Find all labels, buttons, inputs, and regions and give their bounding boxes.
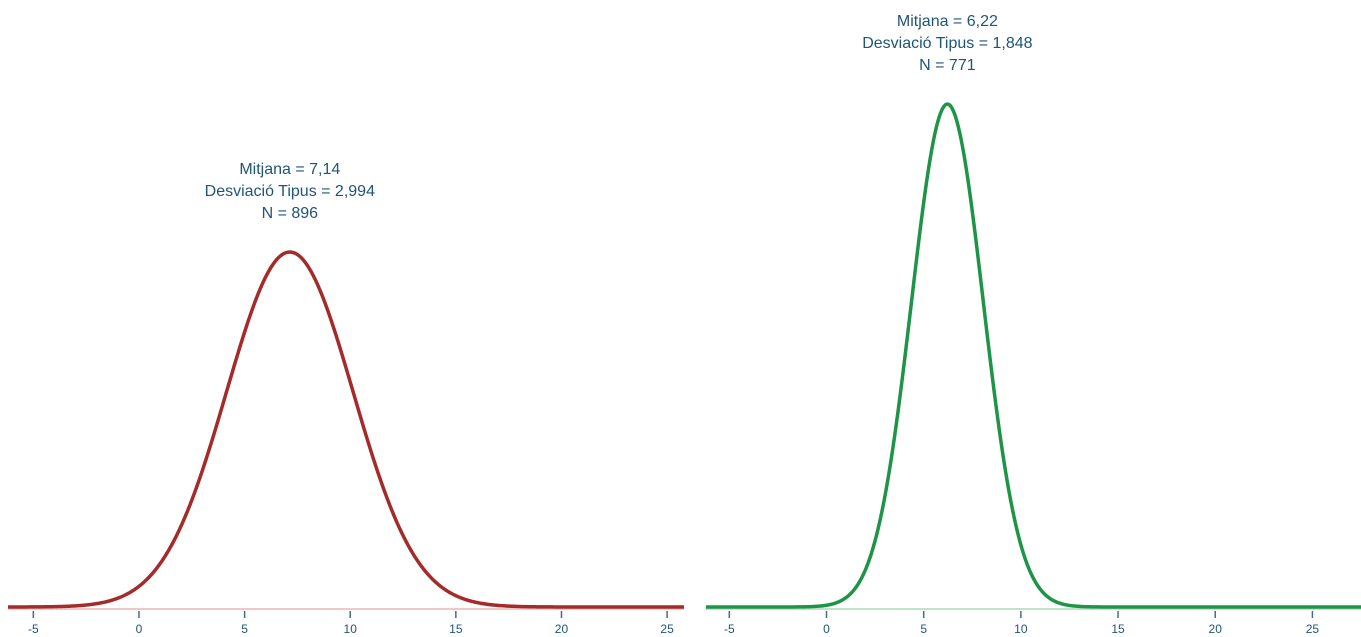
right-x-ticks: -5 0 5 10 15 20 25 <box>724 611 1319 636</box>
right-density-curve <box>706 102 1361 609</box>
right-tick-label-6: 25 <box>1306 622 1320 636</box>
right-tick-label-1: 0 <box>823 622 830 636</box>
right-sd-label: Desviació Tipus = 1,848 <box>862 35 1032 52</box>
chart-left: -5 0 5 10 15 20 25 Mitjana = 7,14 Desviació Ti… <box>8 161 684 636</box>
left-tick-label-5: 20 <box>555 622 569 636</box>
right-tick-label-0: -5 <box>724 622 735 636</box>
left-tick-label-4: 15 <box>449 622 463 636</box>
left-tick-label-2: 5 <box>241 622 248 636</box>
left-mean-label: Mitjana = 7,14 <box>239 161 340 178</box>
left-sd-label: Desviació Tipus = 2,994 <box>205 183 375 200</box>
left-tick-label-0: -5 <box>28 622 39 636</box>
left-x-ticks: -5 0 5 10 15 20 25 <box>28 611 674 636</box>
left-n-label: N = 896 <box>262 205 319 222</box>
chart-right: -5 0 5 10 15 20 25 Mitjana = 6,22 Desviació Ti… <box>706 13 1361 636</box>
right-tick-label-3: 10 <box>1014 622 1028 636</box>
right-tick-label-4: 15 <box>1111 622 1125 636</box>
left-density-curve <box>8 250 684 609</box>
left-tick-label-6: 25 <box>660 622 674 636</box>
right-tick-label-5: 20 <box>1209 622 1223 636</box>
left-tick-label-3: 10 <box>344 622 358 636</box>
left-tick-label-1: 0 <box>136 622 143 636</box>
right-mean-label: Mitjana = 6,22 <box>897 13 998 30</box>
right-n-label: N = 771 <box>919 57 976 74</box>
right-tick-label-2: 5 <box>920 622 927 636</box>
